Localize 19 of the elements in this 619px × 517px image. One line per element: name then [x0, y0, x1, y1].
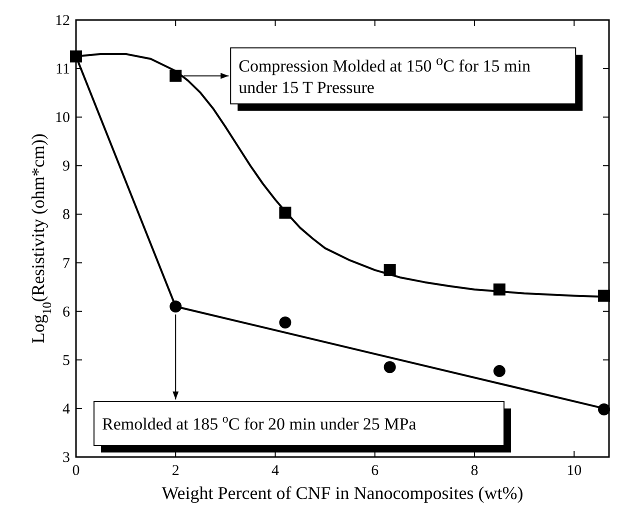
- x-axis-title: Weight Percent of CNF in Nanocomposites (wt%): [162, 483, 524, 503]
- y-tick-label: 12: [55, 13, 70, 29]
- y-tick-label: 10: [55, 110, 70, 126]
- y-tick-label: 6: [62, 304, 70, 320]
- y-tick-label: 8: [62, 207, 70, 224]
- x-tick-label: 4: [272, 463, 280, 479]
- y-tick-label: 11: [56, 62, 70, 78]
- y-tick-label: 7: [62, 256, 70, 272]
- y-tick-label: 5: [62, 352, 70, 369]
- x-tick-label: 10: [566, 463, 582, 479]
- y-tick-label: 9: [62, 158, 70, 175]
- y-tick-label: 4: [62, 401, 70, 418]
- x-tick-label: 6: [371, 463, 380, 479]
- y-tick-label: 3: [62, 450, 70, 466]
- annotation: Remolded at 185 $^{o}$C for 20 min under 25 MPa: [102, 411, 417, 434]
- text: Compression Molded at 150 $^{o}$C for 15 min under 15 T Pressure: [238, 52, 530, 98]
- x-tick-label: 8: [470, 463, 478, 479]
- x-tick-label: 0: [72, 463, 80, 479]
- x-tick-label: 2: [172, 463, 180, 479]
